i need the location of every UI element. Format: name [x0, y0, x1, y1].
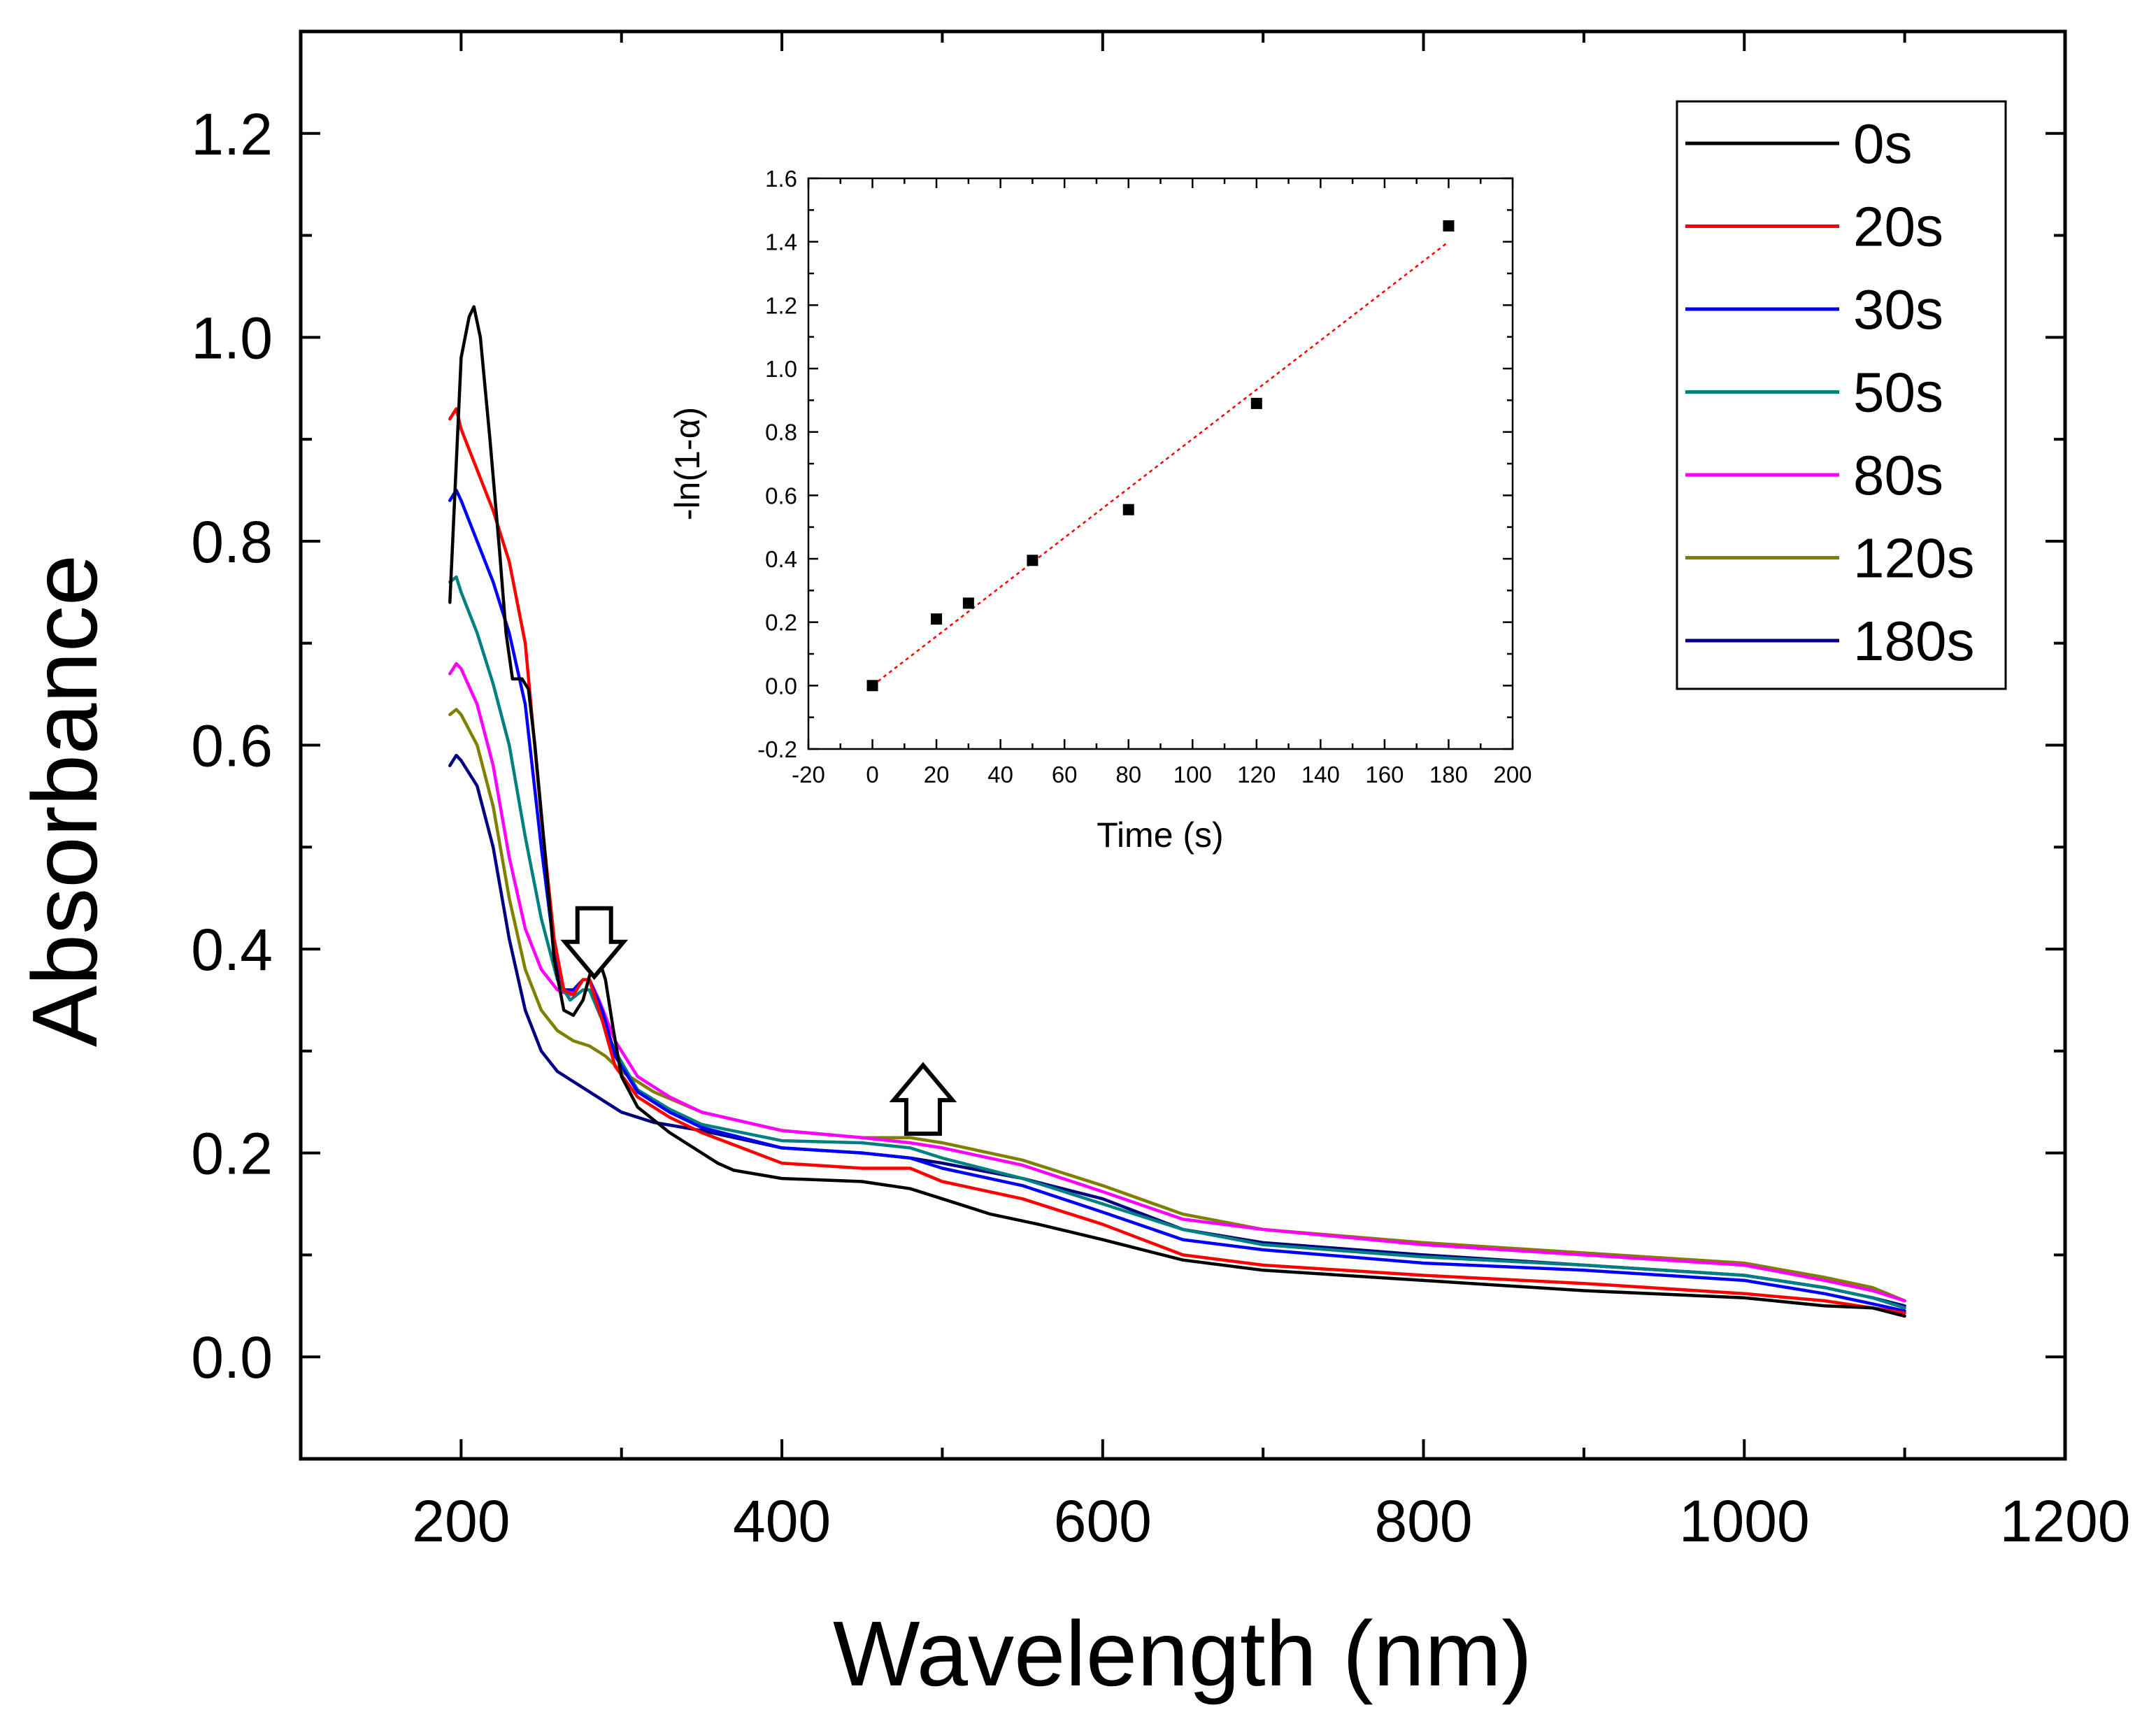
- inset-data-point: [1122, 504, 1134, 515]
- inset-y-axis-title: -ln(1-α): [668, 407, 707, 520]
- inset-plot: -20 0 20 40 60 80 100 120 140 160 180 200 -0.2 0.0 0.2…: [668, 166, 1532, 855]
- main-plot: 200 400 600 800 1000 12000.00.20.40.60.81.01.…: [13, 29, 2131, 1705]
- legend: 0s 20s 30s 50s 80s 120s 180s: [1676, 100, 2007, 690]
- series-line-50s: [448, 575, 1906, 1310]
- legend-label-50s: 50s: [1853, 362, 1943, 424]
- inset-x-axis-title: Time (s): [1097, 815, 1223, 855]
- inset-y-tick-label: 1.6: [765, 166, 797, 192]
- y-tick-label: 0.4: [191, 917, 273, 983]
- inset-x-tick-label: 160: [1365, 762, 1404, 787]
- main-arrows-group: [560, 906, 957, 1136]
- inset-data-point: [866, 680, 878, 692]
- legend-box: [1676, 100, 2007, 690]
- inset-x-tick-label: -20: [792, 762, 825, 787]
- legend-label-180s: 180s: [1853, 610, 1974, 672]
- inset-x-tick-label: 120: [1237, 762, 1276, 787]
- inset-x-tick-label: 100: [1173, 762, 1212, 787]
- legend-label-80s: 80s: [1853, 444, 1943, 506]
- inset-y-tick-label: -0.2: [757, 736, 797, 762]
- series-line-80s: [448, 662, 1906, 1303]
- down-arrow-annotation: [560, 906, 629, 980]
- inset-plot-frame: [807, 177, 1514, 750]
- inset-y-tick-label: 0.8: [765, 420, 797, 445]
- y-tick-label: 0.0: [191, 1325, 273, 1390]
- inset-x-tick-label: 20: [924, 762, 950, 787]
- inset-y-tick-label: 0.6: [765, 483, 797, 508]
- legend-label-120s: 120s: [1853, 527, 1974, 590]
- inset-x-tick-label: 0: [866, 762, 878, 787]
- legend-label-20s: 20s: [1853, 196, 1943, 258]
- inset-x-tick-label: 40: [987, 762, 1013, 787]
- y-tick-label: 1.2: [191, 101, 273, 167]
- x-tick-label: 600: [1054, 1488, 1152, 1554]
- inset-points-group: [866, 220, 1455, 692]
- inset-x-tick-label: 200: [1493, 762, 1532, 787]
- series-line-30s: [448, 488, 1906, 1313]
- x-tick-label: 1200: [2000, 1488, 2131, 1554]
- inset-data-point: [962, 597, 974, 609]
- x-tick-label: 1000: [1679, 1488, 1810, 1554]
- inset-data-point: [1027, 555, 1038, 566]
- y-tick-label: 0.6: [191, 713, 273, 779]
- main-plot-frame: [299, 29, 2067, 1461]
- inset-y-tick-label: 1.0: [765, 356, 797, 382]
- y-axis-title: Absorbance: [13, 555, 116, 1047]
- series-line-120s: [448, 708, 1906, 1303]
- inset-linear-fit-line: [871, 241, 1450, 687]
- y-tick-label: 1.0: [191, 305, 273, 371]
- y-tick-label: 0.8: [191, 509, 273, 575]
- inset-y-tick-label: 0.4: [765, 546, 797, 572]
- x-axis-title: Wavelength (nm): [833, 1602, 1532, 1705]
- x-tick-label: 400: [733, 1488, 831, 1554]
- x-tick-label: 200: [412, 1488, 510, 1554]
- inset-x-tick-label: 140: [1301, 762, 1340, 787]
- inset-data-point: [1443, 220, 1455, 231]
- legend-label-30s: 30s: [1853, 278, 1943, 341]
- inset-y-tick-label: 0.2: [765, 610, 797, 636]
- y-tick-label: 0.2: [191, 1121, 273, 1187]
- inset-ticks-group: -20 0 20 40 60 80 100 120 140 160 180 200 -0.2 0.0 0.2…: [757, 166, 1532, 787]
- inset-y-tick-label: 1.4: [765, 229, 797, 255]
- main-series-group: [448, 305, 1906, 1318]
- legend-label-0s: 0s: [1853, 113, 1913, 175]
- main-ticks-group: 200 400 600 800 1000 12000.00.20.40.60.81.01.…: [191, 30, 2131, 1554]
- inset-data-point: [931, 613, 943, 625]
- inset-data-point: [1250, 397, 1262, 409]
- inset-y-tick-label: 0.0: [765, 673, 797, 699]
- series-line-20s: [448, 407, 1906, 1315]
- legend-items: 0s 20s 30s 50s 80s 120s 180s: [1685, 113, 1974, 672]
- series-line-0s: [448, 305, 1906, 1318]
- x-tick-label: 800: [1374, 1488, 1472, 1554]
- inset-x-tick-label: 60: [1052, 762, 1078, 787]
- inset-background: [743, 178, 1513, 752]
- inset-fit-group: [871, 241, 1450, 687]
- inset-x-tick-label: 180: [1429, 762, 1468, 787]
- up-arrow-annotation: [889, 1062, 957, 1136]
- inset-x-tick-label: 80: [1115, 762, 1141, 787]
- inset-y-tick-label: 1.2: [765, 292, 797, 318]
